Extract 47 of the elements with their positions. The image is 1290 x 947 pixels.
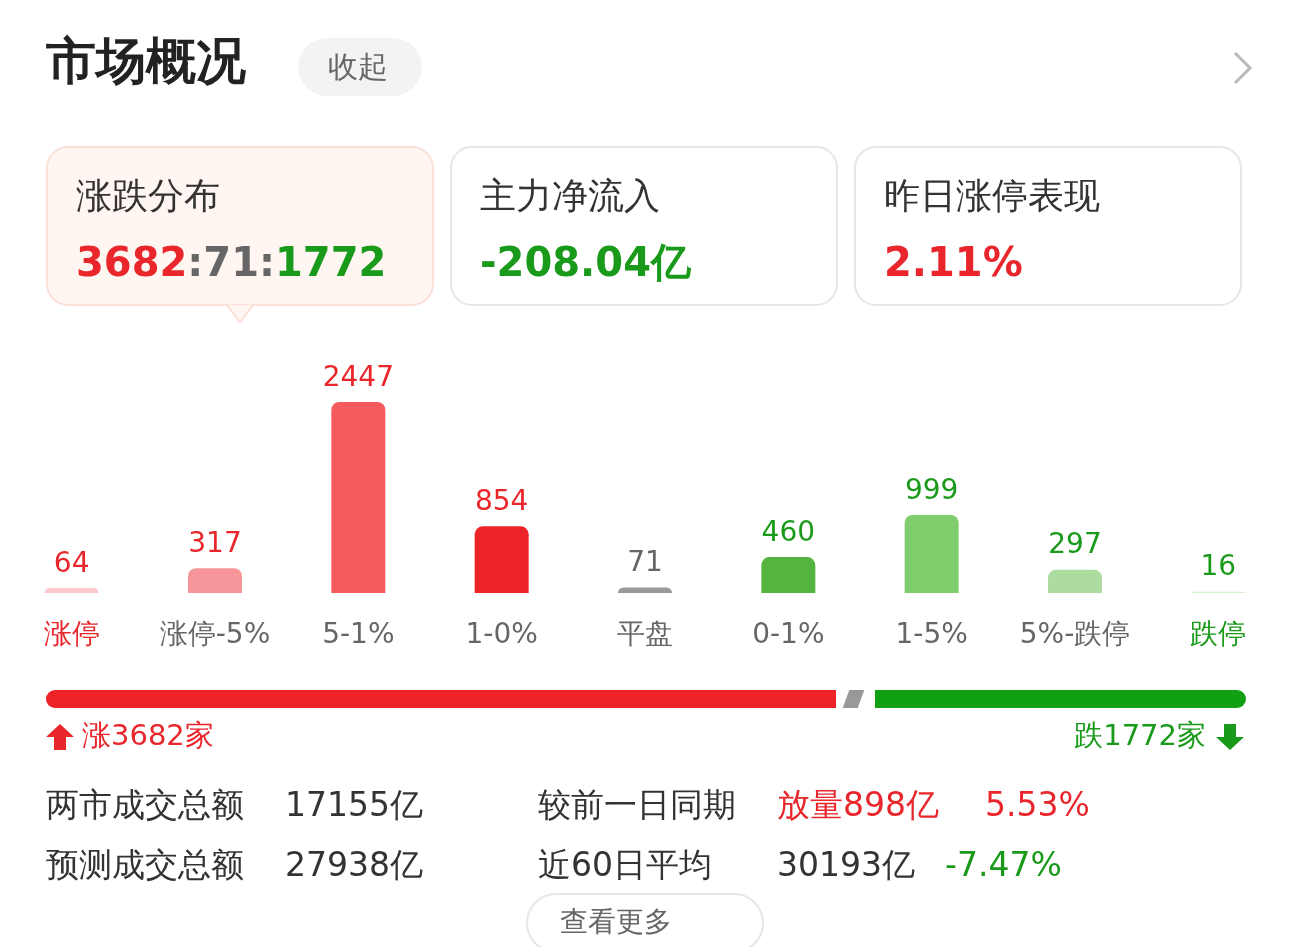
text: 查看更多 (560, 905, 672, 938)
bar (188, 568, 242, 593)
text: 2.11% (884, 239, 1023, 285)
data-label: 317 (188, 525, 242, 559)
text: 主力净流入 (480, 175, 660, 216)
text: 涨跌分布 (76, 175, 220, 216)
text: 昨日涨停表现 (884, 175, 1100, 216)
data-label: 16 (1200, 549, 1237, 583)
x-tick-label: 1-5% (895, 616, 968, 650)
text: 5.53% (985, 785, 1090, 824)
bar (904, 515, 959, 593)
text: 较前一日同期 (538, 785, 736, 824)
text: 跌1772家 (1074, 718, 1206, 752)
chart-title: 市场概况 (46, 32, 246, 90)
x-tick-label: 跌停 (1190, 616, 1247, 650)
bar (618, 587, 672, 593)
x-tick-label: 1-0% (465, 616, 538, 650)
text: -7.47% (945, 845, 1062, 884)
data-label: 460 (761, 514, 816, 548)
text: 预测成交总额 (46, 845, 244, 884)
text: 30193亿 (777, 845, 915, 884)
text: 3682:71:1772 (76, 239, 387, 285)
data-label: 999 (904, 472, 959, 506)
text: 两市成交总额 (46, 785, 244, 824)
text: 近60日平均 (538, 845, 712, 884)
text: 放量898亿 (777, 785, 939, 824)
bar (474, 526, 529, 593)
data-label: 297 (1048, 527, 1102, 561)
bar (1048, 569, 1102, 593)
x-tick-label: 5-1% (322, 616, 395, 650)
x-tick-label: 5%-跌停 (1019, 616, 1131, 650)
x-tick-label: 平盘 (617, 616, 673, 650)
bar (761, 557, 816, 593)
text: 17155亿 (285, 785, 423, 824)
x-tick-label: 涨停 (43, 616, 100, 650)
bar (331, 402, 386, 593)
text: -208.04亿 (480, 239, 691, 285)
text: 27938亿 (285, 845, 423, 884)
bar (44, 588, 99, 593)
text: 涨3682家 (82, 718, 214, 752)
data-label: 854 (474, 483, 529, 517)
x-tick-label: 0-1% (752, 616, 825, 650)
data-label: 2447 (322, 359, 394, 393)
text: 收起 (328, 49, 388, 84)
x-tick-label: 涨停-5% (159, 616, 271, 650)
data-label: 64 (53, 545, 90, 579)
data-label: 71 (627, 544, 663, 578)
